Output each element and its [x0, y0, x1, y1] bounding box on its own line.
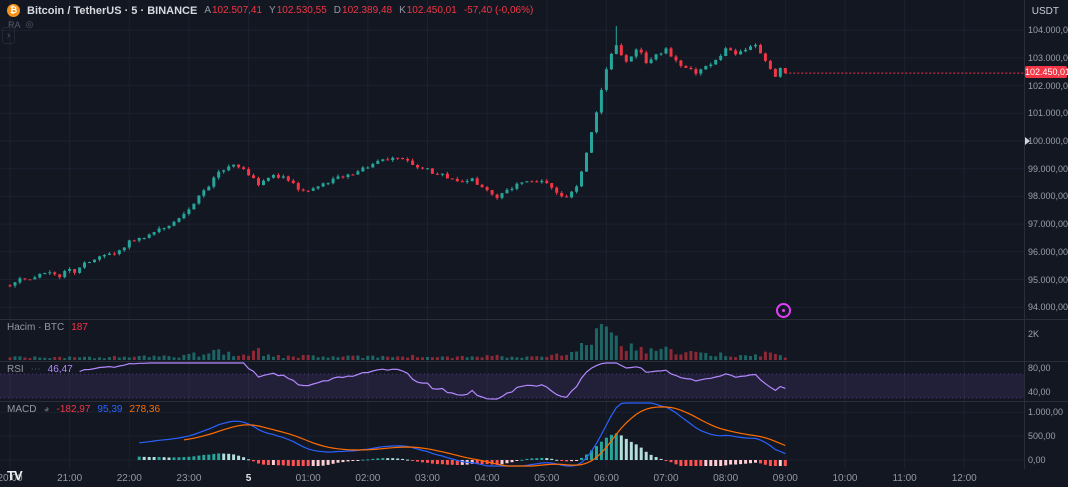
time-label: 09:00: [772, 473, 798, 484]
axis-label: 95.000,00: [1028, 274, 1068, 285]
bitcoin-icon: ₿: [7, 4, 20, 17]
tradingview-logo[interactable]: TV: [7, 468, 23, 483]
time-label: 23:00: [176, 473, 202, 484]
axis-label: 1.000,00: [1028, 407, 1064, 418]
ohlc-high: Y102.530,55: [269, 5, 327, 16]
time-label: 21:00: [57, 473, 83, 484]
symbol-title[interactable]: Bitcoin / TetherUS · 5 · BINANCE: [27, 4, 198, 17]
time-label: 05:00: [534, 473, 560, 484]
axis-label: 104.000,00: [1028, 25, 1068, 36]
time-label: 02:00: [355, 473, 381, 484]
time-label: 12:00: [951, 473, 977, 484]
last-price-tag: 102.450,01: [1025, 66, 1068, 79]
price-axis[interactable]: 104.000,00 103.000,00 102.000,00 101.000,00…: [1024, 0, 1068, 487]
toolbar-collapse-button[interactable]: ›: [2, 27, 15, 44]
indicator-legend[interactable]: RA ◎: [8, 19, 33, 30]
indicator-label: RA: [8, 19, 21, 30]
time-label: 06:00: [593, 473, 619, 484]
axis-label: 97.000,00: [1028, 219, 1068, 230]
macd-hist-value: -182,97: [56, 404, 91, 415]
time-label: 10:00: [832, 473, 858, 484]
macd-line-value: 95,39: [97, 404, 123, 415]
rsi-value: 46,47: [47, 364, 73, 375]
axis-label: 0,00: [1028, 455, 1046, 465]
macd-label: MACD: [7, 404, 37, 415]
rsi-legend[interactable]: RSI ⋯ 46,47: [7, 364, 73, 375]
symbol-legend[interactable]: ₿ Bitcoin / TetherUS · 5 · BINANCE A102.…: [7, 4, 533, 17]
axis-label: 40,00: [1028, 387, 1051, 397]
volume-value: 187: [71, 322, 88, 333]
time-label: 03:00: [414, 473, 440, 484]
axis-label: 80,00: [1028, 363, 1051, 373]
volume-label: Hacim · BTC: [7, 322, 65, 333]
axis-label: 98.000,00: [1028, 191, 1068, 202]
axis-label: 102.000,00: [1028, 80, 1068, 91]
time-label: 11:00: [892, 473, 917, 484]
axis-label: 99.000,00: [1028, 163, 1068, 174]
macd-signal-value: 278,36: [129, 404, 161, 415]
time-label: 08:00: [713, 473, 739, 484]
price-change: -57,40 (-0,06%): [463, 5, 534, 16]
rsi-options-icon[interactable]: ⋯: [30, 364, 41, 375]
macd-info-icon[interactable]: ◕: [43, 404, 50, 415]
rsi-label: RSI: [7, 364, 24, 375]
axis-label: 500,00: [1028, 431, 1056, 442]
time-label: 04:00: [474, 473, 500, 484]
axis-label: 2K: [1028, 329, 1040, 339]
ohlc-open: A102.507,41: [204, 5, 263, 16]
quick-action-button[interactable]: [776, 303, 791, 318]
quote-currency-label: USDT: [1031, 6, 1059, 17]
time-label: 22:00: [116, 473, 142, 484]
time-label: 07:00: [653, 473, 679, 484]
axis-label: 103.000,00: [1028, 52, 1068, 63]
price-scale-marker-icon: [1025, 137, 1030, 145]
axis-label: 94.000,00: [1028, 302, 1068, 313]
axis-label: 100.000,00: [1028, 136, 1068, 146]
ohlc-low: D102.389,48: [333, 5, 393, 16]
visibility-icon[interactable]: ◎: [25, 19, 34, 29]
time-label: 01:00: [295, 473, 321, 484]
axis-label: 101.000,00: [1028, 108, 1068, 119]
ohlc-close: K102.450,01: [399, 5, 457, 16]
volume-legend[interactable]: Hacim · BTC 187: [7, 322, 88, 333]
axis-label: 96.000,00: [1028, 246, 1068, 257]
time-label: 20:00: [0, 473, 23, 484]
time-label: 5: [245, 473, 252, 484]
macd-legend[interactable]: MACD ◕ -182,97 95,39 278,36: [7, 404, 160, 415]
time-axis[interactable]: 20:00 21:00 22:00 23:00 5 01:00 02:00 03:00 04:0…: [0, 469, 1068, 487]
